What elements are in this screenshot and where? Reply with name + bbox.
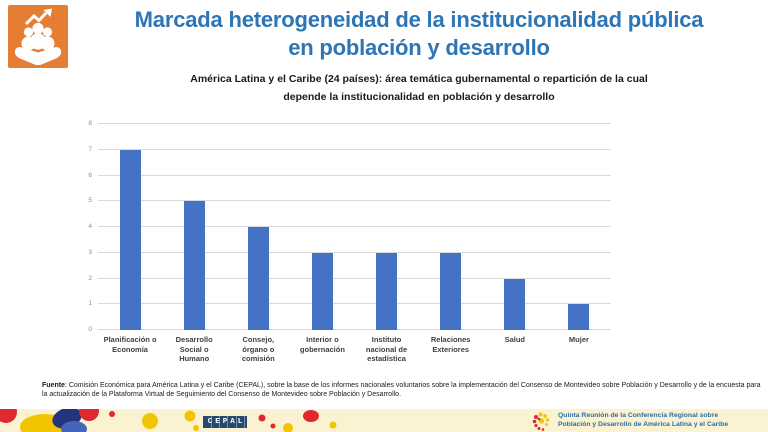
y-axis: 0 1 2 3 4 5 6 7 8 [66,120,92,333]
conference-title-line1: Quinta Reunión de la Conferencia Regiona… [558,412,719,419]
source-note: Fuente: Comisión Económica para América … [42,381,764,399]
y-tick-label: 5 [88,197,92,205]
y-tick-label: 2 [88,274,92,282]
bar-column [226,124,290,330]
bar-column [419,124,483,330]
bar [311,252,333,330]
bar-column [162,124,226,330]
gridline [98,303,611,305]
bar [247,227,269,330]
bar [504,278,526,330]
bar-column [355,124,419,330]
chart-title-line1: América Latina y el Caribe (24 países): … [190,73,648,85]
bar [568,304,590,330]
bar [119,149,141,330]
gridline [98,277,611,279]
x-axis-label: Interior o gobernación [299,335,345,354]
conference-title: Quinta Reunión de la Conferencia Regiona… [558,412,728,429]
y-tick-label: 3 [88,248,92,256]
x-axis-label: Salud [504,335,526,344]
y-tick-label: 6 [88,171,92,179]
bar-column [98,124,162,330]
conference-logo [532,412,550,431]
y-tick-label: 7 [88,145,92,153]
bar-column [290,124,354,330]
y-tick-label: 4 [88,223,92,230]
source-text: : Comisión Económica para América Latina… [42,382,761,398]
bar [440,252,462,330]
x-axis-label: Mujer [568,335,589,344]
gridline [98,123,611,124]
population-development-glyph [14,8,62,66]
x-axis-label: Planificación o Economía [103,335,157,354]
plot-area [98,123,611,330]
slide-title-line1: Marcada heterogeneidad de la institucion… [134,7,704,32]
gridline [98,251,611,253]
hand-holding-people-with-growth-arrow-icon [8,5,68,68]
y-tick-label: 1 [88,300,92,308]
x-axis-label: Instituto nacional de estadística [365,335,408,363]
cepal-logo: CEPAL [203,416,247,428]
x-axis-label: Desarrollo Social o Humano [175,335,213,363]
x-axis-label: Consejo, órgano o comisión [241,335,275,363]
footer-bar: CEPAL Quinta Reunión de la Conferencia R… [0,409,768,432]
bar-column [483,124,547,330]
bar-column [547,124,611,330]
x-axis-label: Relaciones Exteriores [430,335,471,354]
x-axis-labels: Planificación o Economía Desarrollo Socia… [98,335,611,364]
source-label: Fuente [42,382,65,389]
bar [376,252,398,330]
chart-title-line2: depende la institucionalidad en població… [283,91,555,103]
bar-series [98,124,611,330]
gridline [98,200,611,202]
gridline [98,226,611,227]
slide-title-line2: en población y desarrollo [288,35,550,60]
slide-title: Marcada heterogeneidad de la institucion… [75,6,763,62]
decorative-shapes [0,409,337,432]
conference-title-line2: Población y Desarrollo de América Latina… [558,420,729,428]
gridline [98,329,611,330]
y-tick-label: 8 [88,120,92,127]
gridline [98,174,611,176]
bar [183,201,205,330]
chart-title: América Latina y el Caribe (24 países): … [75,70,763,106]
y-tick-label: 0 [88,326,92,333]
gridline [98,148,611,150]
